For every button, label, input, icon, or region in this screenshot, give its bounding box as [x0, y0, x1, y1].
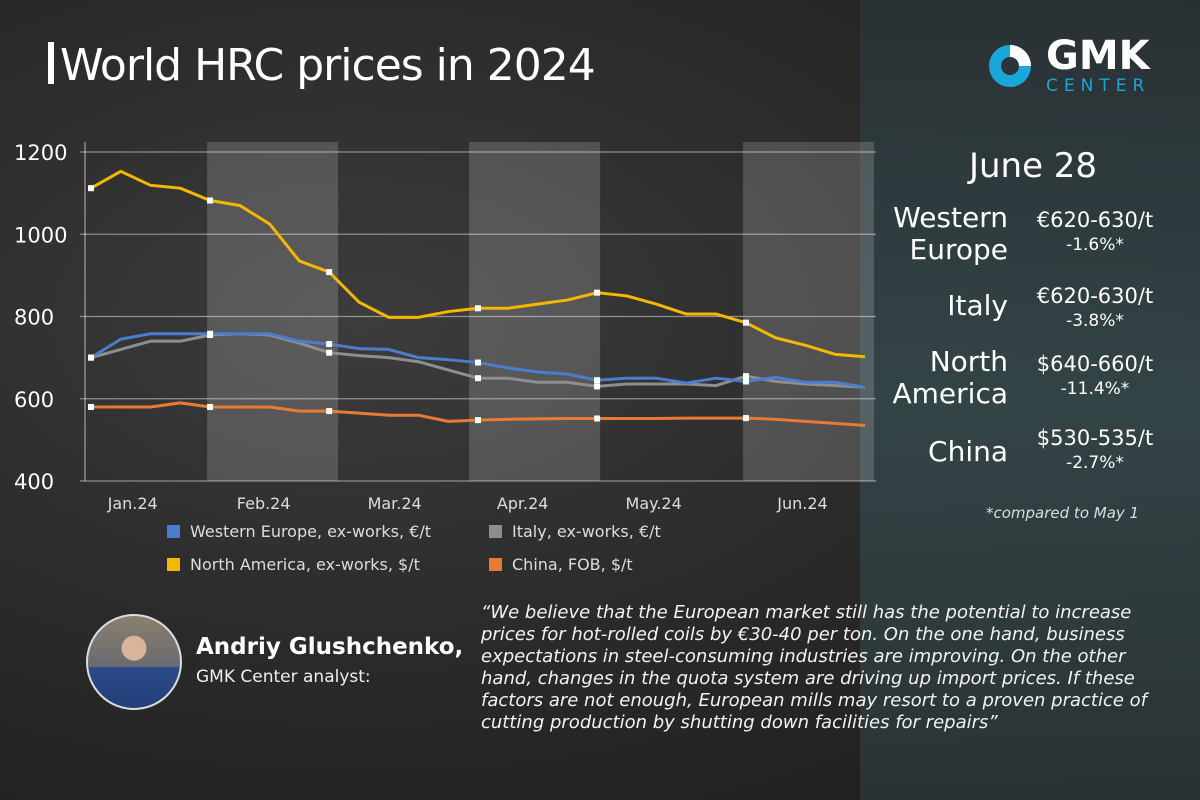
data-point-marker: [88, 354, 94, 361]
x-tick-label: Mar.24: [368, 494, 422, 513]
data-point-marker: [88, 185, 94, 192]
y-tick-label: 1200: [14, 141, 67, 165]
data-point-marker: [594, 383, 601, 390]
data-point-marker: [207, 403, 214, 410]
data-point-marker: [594, 377, 601, 384]
region-label: Western Europe: [893, 201, 1008, 266]
x-tick-label: Feb.24: [237, 494, 291, 513]
logo-main-text: GMK: [1046, 33, 1150, 79]
data-point-marker: [742, 319, 749, 326]
summary-date: June 28: [968, 146, 1098, 186]
price-change: -3.8%*: [1066, 311, 1124, 331]
logo-sub-text: CENTER: [1046, 76, 1151, 96]
analyst-name: Andriy Glushchenko,: [196, 634, 464, 660]
data-point-marker: [475, 359, 482, 366]
region-label: Italy: [947, 289, 1008, 322]
price-block: €620-630/t -3.8%*: [1020, 284, 1170, 334]
title-bar: [48, 42, 54, 84]
data-point-marker: [742, 373, 749, 380]
y-tick-label: 400: [14, 470, 54, 494]
legend-item-north-america: North America, ex-works, $/t: [167, 555, 420, 574]
x-tick-label: May.24: [626, 494, 682, 513]
x-tick-label: Jun.24: [776, 494, 827, 513]
data-point-marker: [326, 349, 333, 356]
legend-item-western-europe: Western Europe, ex-works, €/t: [167, 522, 431, 541]
region-label: China: [928, 435, 1008, 468]
price-change: -1.6%*: [1066, 235, 1124, 255]
footnote: *compared to May 1: [986, 504, 1140, 522]
data-point-marker: [475, 375, 482, 382]
price-value: $640-660/t: [1036, 352, 1154, 376]
price-change: -2.7%*: [1066, 453, 1124, 473]
analyst-role: GMK Center analyst:: [196, 667, 371, 687]
data-point-marker: [742, 378, 749, 385]
data-point-marker: [88, 403, 94, 410]
legend-label: Italy, ex-works, €/t: [512, 522, 661, 541]
data-point-marker: [742, 415, 749, 422]
legend-swatch: [167, 525, 180, 538]
legend-label: North America, ex-works, $/t: [190, 555, 420, 574]
shaded-month-band: [207, 142, 339, 481]
data-point-marker: [207, 197, 214, 204]
shaded-month-band: [742, 142, 874, 481]
price-block: €620-630/t -1.6%*: [1020, 208, 1170, 258]
data-point-marker: [326, 341, 333, 348]
price-block: $640-660/t -11.4%*: [1020, 352, 1170, 402]
analyst-quote: “We believe that the European market sti…: [481, 602, 1148, 733]
data-point-marker: [326, 408, 333, 415]
title-text: World HRC prices in 2024: [60, 40, 596, 91]
page-title: World HRC prices in 2024: [48, 40, 596, 91]
legend-swatch: [489, 525, 502, 538]
logo-ring-icon: [989, 44, 1031, 87]
analyst-avatar: [86, 614, 182, 710]
legend-item-italy: Italy, ex-works, €/t: [489, 522, 661, 541]
x-tick-label: Jan.24: [107, 494, 158, 513]
data-point-marker: [475, 305, 482, 312]
price-block: $530-535/t -2.7%*: [1020, 426, 1170, 476]
y-tick-label: 800: [14, 306, 54, 330]
data-point-marker: [594, 289, 601, 296]
y-tick-label: 1000: [14, 223, 67, 247]
price-value: $530-535/t: [1036, 426, 1154, 450]
price-change: -11.4%*: [1060, 379, 1130, 399]
data-point-marker: [475, 417, 482, 424]
gmk-logo: GMK CENTER: [988, 36, 1150, 95]
data-point-marker: [326, 269, 333, 276]
price-value: €620-630/t: [1036, 208, 1154, 232]
data-point-marker: [594, 415, 601, 422]
legend-swatch: [489, 558, 502, 571]
legend-item-china: China, FOB, $/t: [489, 555, 633, 574]
legend-label: China, FOB, $/t: [512, 555, 633, 574]
data-point-marker: [207, 330, 214, 337]
y-tick-label: 600: [14, 388, 54, 412]
region-label: North America: [892, 345, 1009, 410]
legend-label: Western Europe, ex-works, €/t: [190, 522, 432, 541]
x-tick-label: Apr.24: [497, 494, 549, 513]
background-panel: [860, 0, 1200, 800]
legend-swatch: [167, 558, 180, 571]
price-value: €620-630/t: [1036, 284, 1154, 308]
shaded-month-band: [469, 142, 601, 481]
